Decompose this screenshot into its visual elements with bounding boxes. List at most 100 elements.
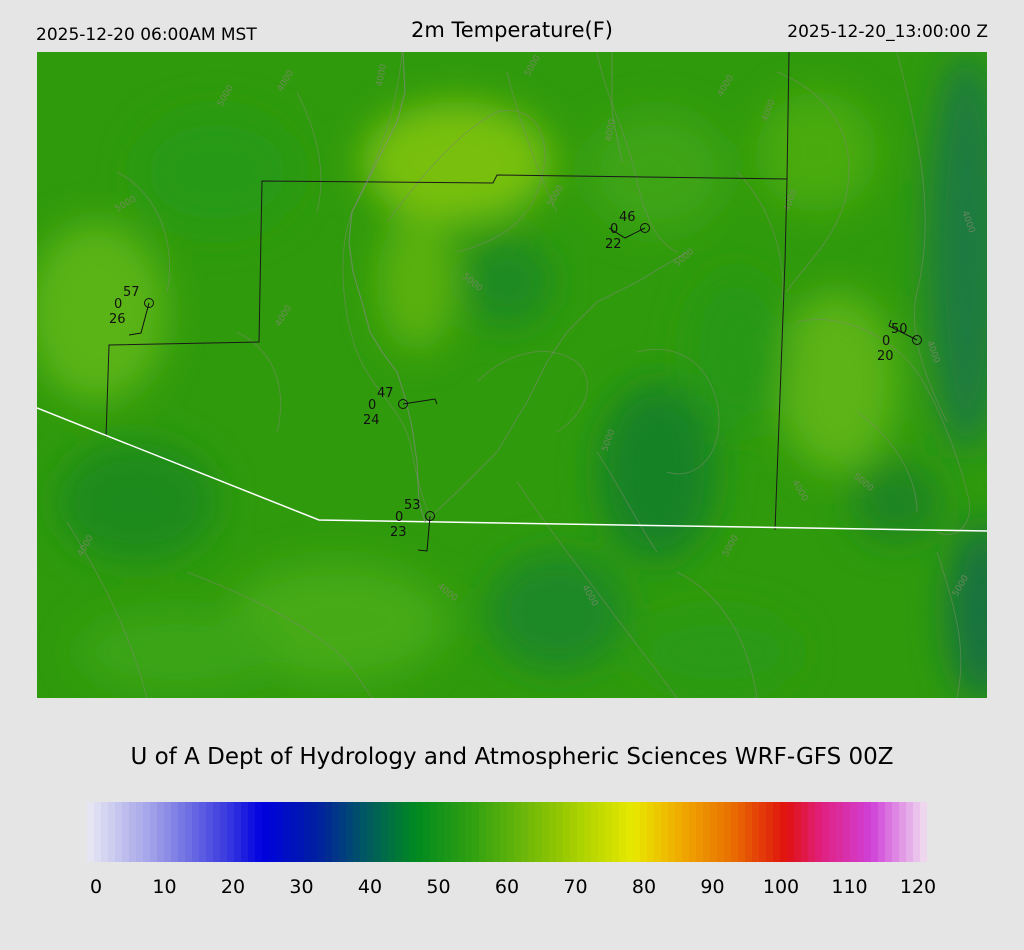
- color-scale-segment: [570, 802, 578, 862]
- color-scale-tick-label: 120: [899, 876, 937, 898]
- color-scale-segment: [269, 802, 277, 862]
- road-line: [424, 251, 688, 523]
- color-scale-segment: [514, 802, 522, 862]
- color-scale-segment: [507, 802, 515, 862]
- color-scale-segment: [444, 802, 452, 862]
- color-scale-segment: [920, 802, 927, 862]
- color-scale-segment: [248, 802, 256, 862]
- color-scale-segment: [752, 802, 760, 862]
- color-scale-segment: [822, 802, 830, 862]
- color-scale-segment: [738, 802, 746, 862]
- color-scale-segment: [577, 802, 585, 862]
- color-scale-segment: [626, 802, 634, 862]
- color-scale-segment: [185, 802, 193, 862]
- color-scale-segment: [87, 802, 95, 862]
- color-scale-segment: [367, 802, 375, 862]
- color-scale-segment: [416, 802, 424, 862]
- color-scale-segment: [129, 802, 137, 862]
- station-dewpoint: 20: [877, 349, 894, 364]
- station-temperature: 50: [891, 322, 908, 337]
- color-scale-segment: [115, 802, 123, 862]
- contour-label: 4000: [375, 63, 389, 88]
- color-scale-segment: [549, 802, 557, 862]
- color-scale-tick-label: 10: [152, 876, 177, 898]
- border-line: [37, 407, 987, 532]
- color-scale-segment: [255, 802, 263, 862]
- color-scale-segment: [150, 802, 158, 862]
- color-scale-segment: [493, 802, 501, 862]
- color-scale-segment: [192, 802, 200, 862]
- color-scale-segment: [458, 802, 466, 862]
- wind-barb: [888, 319, 918, 341]
- color-scale-segment: [521, 802, 529, 862]
- color-scale-segment: [346, 802, 354, 862]
- color-scale-segment: [913, 802, 921, 862]
- color-scale-segment: [276, 802, 284, 862]
- color-scale-segment: [766, 802, 774, 862]
- color-scale-segment: [500, 802, 508, 862]
- color-scale-tick-label: 0: [89, 876, 103, 898]
- color-scale-tick-label: 90: [700, 876, 725, 898]
- color-scale-segment: [668, 802, 676, 862]
- station-cloud-cover: 0: [882, 334, 890, 349]
- station-dewpoint: 23: [390, 525, 407, 540]
- color-scale-segment: [479, 802, 487, 862]
- color-scale-segment: [465, 802, 473, 862]
- color-scale-segment: [318, 802, 326, 862]
- color-scale-segment: [409, 802, 417, 862]
- local-time-label: 2025-12-20 06:00AM MST: [36, 25, 257, 45]
- color-scale-segment: [143, 802, 151, 862]
- color-scale-segment: [591, 802, 599, 862]
- color-scale-segment: [815, 802, 823, 862]
- color-scale-segment: [227, 802, 235, 862]
- color-scale-segment: [304, 802, 312, 862]
- color-scale-segment: [206, 802, 214, 862]
- station-temperature: 46: [619, 210, 636, 225]
- color-scale-segment: [703, 802, 711, 862]
- color-scale-segment: [598, 802, 606, 862]
- color-scale-segment: [290, 802, 298, 862]
- station-dewpoint: 26: [109, 312, 126, 327]
- color-scale-segment: [696, 802, 704, 862]
- color-scale-tick-label: 100: [762, 876, 800, 898]
- color-scale-segment: [801, 802, 809, 862]
- valid-time-label: 2025-12-20_13:00:00 Z: [787, 22, 988, 42]
- color-scale-segment: [731, 802, 739, 862]
- color-scale-segment: [878, 802, 886, 862]
- color-scale-segment: [724, 802, 732, 862]
- color-scale-segment: [710, 802, 718, 862]
- station-temperature: 47: [377, 386, 394, 401]
- color-scale-segment: [640, 802, 648, 862]
- color-scale-segment: [899, 802, 907, 862]
- wind-barb: [402, 398, 438, 405]
- color-scale-tick-label: 110: [831, 876, 868, 898]
- color-scale-segment: [472, 802, 480, 862]
- station-dewpoint: 22: [605, 237, 622, 252]
- color-scale-segment: [213, 802, 221, 862]
- station-dewpoint: 24: [363, 413, 380, 428]
- color-scale-segment: [654, 802, 662, 862]
- road-line-north: [611, 52, 623, 163]
- station-cloud-cover: 0: [368, 398, 376, 413]
- color-scale-segment: [885, 802, 893, 862]
- color-scale-segment: [283, 802, 291, 862]
- color-scale-segment: [234, 802, 242, 862]
- color-scale-segment: [850, 802, 858, 862]
- color-scale-segment: [297, 802, 305, 862]
- wind-barb: [417, 515, 431, 552]
- color-scale-segment: [661, 802, 669, 862]
- color-scale-segment: [836, 802, 844, 862]
- station-circle: [912, 335, 922, 345]
- color-scale-segment: [612, 802, 620, 862]
- color-scale-segment: [682, 802, 690, 862]
- station-circle: [425, 511, 435, 521]
- color-scale-tick-label: 50: [426, 876, 451, 898]
- wind-barb: [608, 227, 646, 239]
- color-scale-segment: [717, 802, 725, 862]
- color-scale-segment: [395, 802, 403, 862]
- color-scale-segment: [773, 802, 781, 862]
